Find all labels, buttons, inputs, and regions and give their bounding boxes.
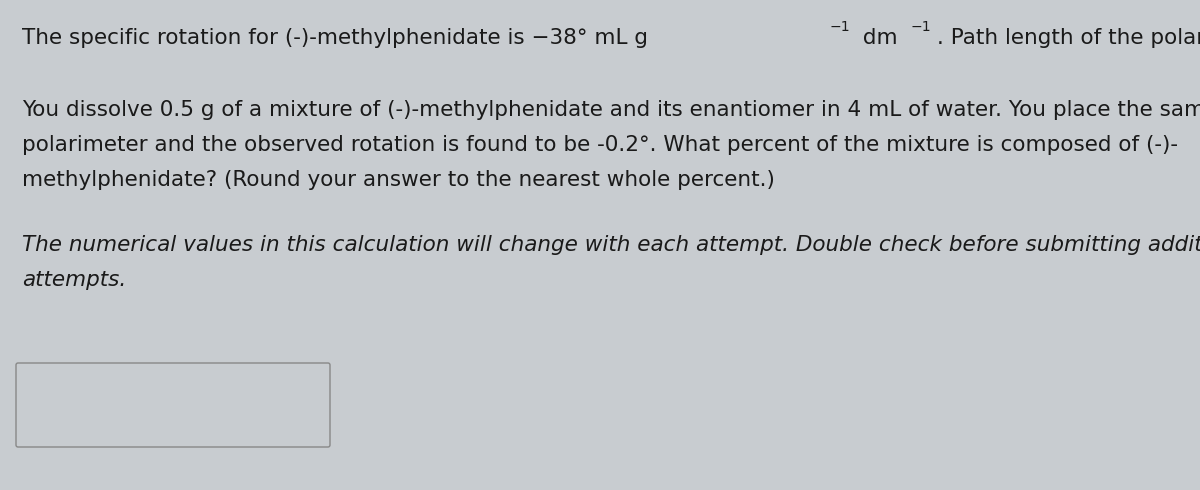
Text: You dissolve 0.5 g of a mixture of (-)-methylphenidate and its enantiomer in 4 m: You dissolve 0.5 g of a mixture of (-)-m… <box>22 100 1200 120</box>
Text: attempts.: attempts. <box>22 270 126 290</box>
Text: . Path length of the polarimeter is 1 dm.: . Path length of the polarimeter is 1 dm… <box>937 28 1200 48</box>
Text: The numerical values in this calculation will change with each attempt. Double c: The numerical values in this calculation… <box>22 235 1200 255</box>
Text: polarimeter and the observed rotation is found to be -0.2°. What percent of the : polarimeter and the observed rotation is… <box>22 135 1178 155</box>
Text: dm: dm <box>857 28 898 48</box>
Text: −1: −1 <box>829 20 851 34</box>
Text: The specific rotation for (-)-methylphenidate is −38° mL g: The specific rotation for (-)-methylphen… <box>22 28 648 48</box>
Text: methylphenidate? (Round your answer to the nearest whole percent.): methylphenidate? (Round your answer to t… <box>22 170 775 190</box>
Text: −1: −1 <box>910 20 931 34</box>
FancyBboxPatch shape <box>16 363 330 447</box>
